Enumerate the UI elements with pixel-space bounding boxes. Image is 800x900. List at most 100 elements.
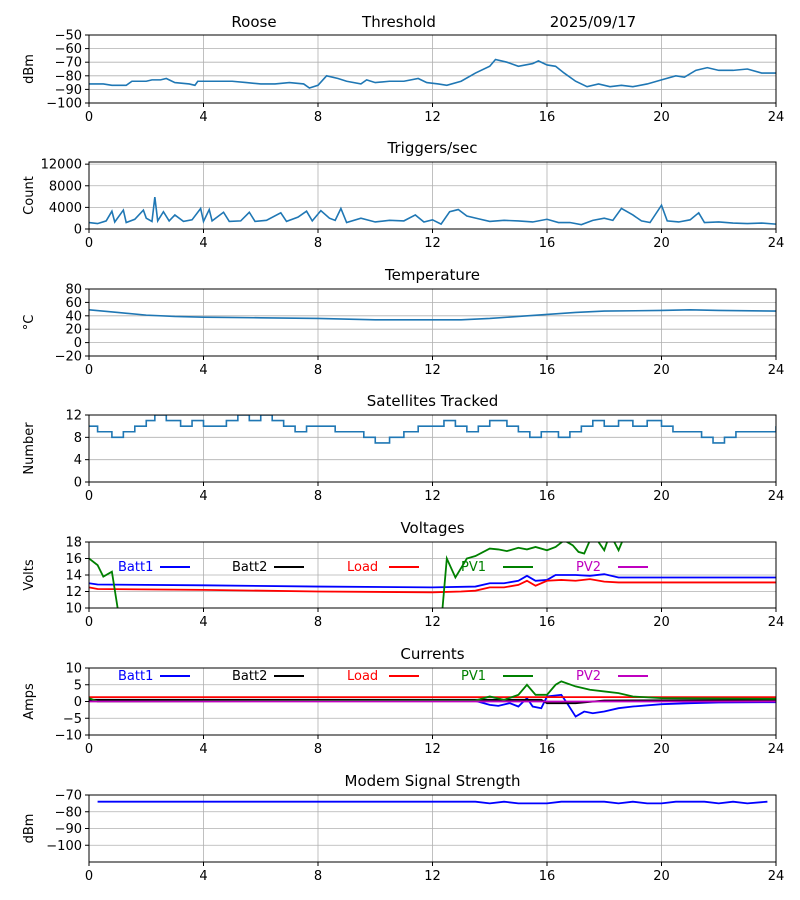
subplot-4: 0 4 8 12 16 20 24 0 4 8 12 Satellites Tracked Number [22, 392, 784, 504]
legend-label: Load [347, 560, 378, 575]
legend-label: Batt2 [232, 669, 267, 684]
subplot-title: Satellites Tracked [367, 392, 498, 410]
x-tick-label: 4 [199, 363, 207, 378]
x-tick-label: 8 [314, 489, 322, 504]
x-tick-label: 4 [199, 236, 207, 251]
series-line-data [89, 197, 776, 226]
y-axis-label: dBm [22, 814, 37, 844]
axes-frame [88, 667, 777, 736]
x-tick-label: 16 [539, 742, 556, 757]
x-tick-label: 16 [539, 489, 556, 504]
legend-label: Batt1 [118, 669, 153, 684]
x-tick-label: 12 [424, 236, 441, 251]
x-tick-label: 16 [539, 363, 556, 378]
header-date: 2025/09/17 [550, 13, 636, 31]
subplot-1: 0 4 8 12 16 20 24 −50−60−70−80−90−100 dBm [22, 29, 784, 126]
series-line-data [89, 415, 776, 444]
y-tick-label: −70 [55, 789, 82, 804]
x-tick-label: 12 [424, 869, 441, 884]
y-tick-label: 10 [65, 662, 82, 677]
axes-frame [88, 161, 777, 230]
axes-frame [88, 794, 777, 863]
x-tick-label: 0 [85, 236, 93, 251]
y-tick-label: 0 [74, 223, 82, 238]
x-tick-label: 8 [314, 110, 322, 125]
x-tick-label: 8 [314, 869, 322, 884]
y-tick-label: 12000 [41, 158, 82, 173]
x-tick-label: 16 [539, 869, 556, 884]
x-tick-label: 24 [768, 110, 785, 125]
axes-frame [88, 34, 777, 104]
y-axis-label: Number [22, 422, 37, 475]
series-line-data [89, 58, 776, 89]
x-tick-label: 20 [653, 363, 670, 378]
y-axis-label: °C [22, 315, 37, 331]
header-site: Roose [231, 13, 276, 31]
y-tick-label: 12 [65, 409, 82, 424]
legend-label: PV1 [461, 669, 486, 684]
x-tick-label: 16 [539, 110, 556, 125]
series-line-pv1 [89, 542, 623, 608]
x-tick-label: 0 [85, 363, 93, 378]
legend-label: PV2 [576, 669, 601, 684]
x-tick-label: 16 [539, 236, 556, 251]
x-tick-label: 20 [653, 742, 670, 757]
x-tick-label: 8 [314, 236, 322, 251]
y-axis-label: Count [22, 176, 37, 215]
subplot-7: 0 4 8 12 16 20 24 −70−80 −90 −100 Modem Signal Str… [22, 772, 784, 884]
y-tick-label: 80 [65, 283, 82, 298]
y-tick-label: −100 [46, 839, 82, 854]
x-tick-label: 0 [85, 742, 93, 757]
y-tick-label: 16 [65, 552, 82, 567]
y-tick-label: −50 [55, 29, 82, 44]
x-tick-label: 8 [314, 363, 322, 378]
x-tick-label: 20 [653, 110, 670, 125]
x-tick-label: 20 [653, 869, 670, 884]
y-axis-label: Volts [22, 559, 37, 591]
series-line-batt1 [89, 573, 776, 589]
series-line-load [89, 578, 776, 594]
x-tick-label: 12 [424, 110, 441, 125]
y-tick-label: −10 [55, 729, 82, 744]
x-tick-label: 4 [199, 110, 207, 125]
x-tick-label: 8 [314, 615, 322, 630]
legend-label: Batt1 [118, 560, 153, 575]
y-tick-label: −80 [55, 805, 82, 820]
legend-label: PV1 [461, 560, 486, 575]
y-tick-label: 40 [65, 309, 82, 324]
y-tick-label: 5 [74, 678, 82, 693]
x-tick-label: 24 [768, 489, 785, 504]
y-tick-label: −100 [46, 97, 82, 112]
x-tick-label: 4 [199, 489, 207, 504]
x-tick-label: 20 [653, 489, 670, 504]
x-tick-label: 4 [199, 742, 207, 757]
series-line-data [89, 308, 776, 321]
subplot-title: Currents [400, 645, 464, 663]
x-tick-label: 12 [424, 615, 441, 630]
x-tick-label: 4 [199, 615, 207, 630]
y-tick-label: 8 [74, 431, 82, 446]
x-tick-label: 20 [653, 236, 670, 251]
x-tick-label: 16 [539, 615, 556, 630]
x-tick-label: 24 [768, 742, 785, 757]
y-axis-label: dBm [22, 54, 37, 84]
y-tick-label: 60 [65, 296, 82, 311]
y-tick-label: −5 [63, 712, 82, 727]
y-tick-label: −60 [55, 42, 82, 57]
x-tick-label: 24 [768, 869, 785, 884]
legend-label: Batt2 [232, 560, 267, 575]
x-tick-label: 20 [653, 615, 670, 630]
y-tick-label: 20 [65, 323, 82, 338]
axes-frame [88, 414, 777, 483]
y-tick-label: −80 [55, 69, 82, 84]
y-tick-label: 4000 [49, 201, 82, 216]
y-tick-label: 18 [65, 536, 82, 551]
x-tick-label: 0 [85, 489, 93, 504]
legend-label: PV2 [576, 560, 601, 575]
y-tick-label: 0 [74, 476, 82, 491]
y-tick-label: −90 [55, 822, 82, 837]
x-tick-label: 12 [424, 363, 441, 378]
